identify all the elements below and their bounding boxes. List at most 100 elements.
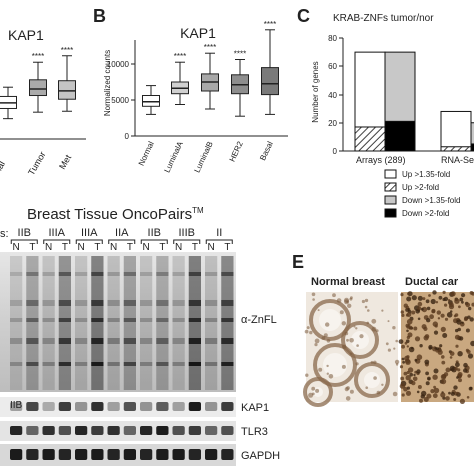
nucleus	[395, 339, 399, 343]
blot-band	[91, 449, 104, 460]
stage-label: IIB	[148, 227, 161, 239]
lane-band	[188, 272, 201, 276]
lane-band	[75, 318, 88, 322]
lane-smear	[156, 256, 169, 390]
tumor-nucleus	[417, 385, 422, 389]
nucleus	[344, 387, 349, 392]
tumor-nucleus	[422, 297, 426, 301]
nucleus	[376, 390, 381, 395]
box-body	[58, 80, 76, 100]
nucleus	[346, 338, 349, 342]
lane-band	[58, 272, 71, 276]
nucleus	[339, 310, 344, 315]
nucleus	[317, 309, 320, 312]
tumor-nucleus	[458, 336, 464, 341]
lane-band	[188, 300, 201, 306]
tumor-nucleus	[454, 298, 460, 304]
tumor-nucleus	[453, 314, 457, 318]
blot-band	[10, 402, 23, 411]
tumor-nucleus	[469, 317, 474, 322]
tumor-nucleus	[442, 290, 446, 294]
lane-band	[156, 362, 169, 366]
tumor-nucleus	[444, 303, 448, 307]
tumor-nucleus	[447, 299, 451, 302]
tumor-nucleus	[406, 335, 411, 340]
panel-a-tick-label: mal	[0, 159, 7, 177]
tumor-nucleus	[426, 393, 432, 399]
nucleus	[385, 342, 389, 346]
lane-band	[107, 362, 120, 366]
lane-band	[26, 300, 39, 306]
panel-b-xtick-labels: Normal LuminalA LuminalB HER2 Basal	[137, 139, 275, 174]
bar-down-1-35	[470, 122, 474, 152]
nucleus	[308, 392, 314, 398]
box-body	[29, 79, 47, 97]
lane-band	[205, 272, 218, 276]
panel-b-yticks: 10000 5000 0	[107, 60, 135, 141]
nucleus	[325, 322, 330, 327]
blot-band	[58, 426, 71, 435]
tumor-nucleus	[458, 378, 462, 383]
lane-band	[10, 318, 23, 322]
tumor-nucleus	[453, 385, 458, 390]
tumor-nucleus	[449, 302, 454, 308]
lane-band	[42, 362, 55, 366]
lane-band	[205, 318, 218, 322]
lane-band	[26, 272, 39, 276]
tumor-nucleus	[433, 387, 440, 394]
legend-swatch-up-2	[384, 182, 397, 192]
lane-band	[156, 300, 169, 306]
blot-band	[140, 426, 153, 435]
tumor-nucleus	[466, 349, 471, 354]
tumor-nucleus	[461, 293, 466, 298]
lane-band	[58, 318, 71, 322]
panel-c-ylabel: Number of genes	[311, 61, 320, 122]
lane-band	[221, 318, 234, 322]
bar-up-2	[354, 126, 386, 152]
tumor-nucleus	[407, 323, 411, 327]
lane-smear	[123, 256, 136, 390]
lane-band	[10, 338, 23, 344]
blot-band	[58, 449, 71, 460]
bar-down-2	[470, 143, 474, 152]
tumor-nucleus	[399, 383, 406, 389]
lane-label: T	[62, 242, 68, 253]
tumor-nucleus	[406, 318, 413, 325]
panel-a-title: KAP1	[8, 27, 44, 43]
stage-label: IIIA	[48, 227, 65, 239]
lane-band	[172, 272, 185, 276]
significance-label: ****	[234, 50, 246, 59]
blot-band	[156, 402, 169, 411]
tumor-nucleus	[416, 390, 420, 394]
lane-band	[172, 338, 185, 344]
lane-band	[91, 318, 104, 322]
tumor-nucleus	[442, 333, 448, 338]
tumor-nucleus	[438, 295, 443, 300]
tumor-nucleus	[440, 313, 445, 318]
tumor-nucleus	[457, 351, 463, 357]
tumor-nucleus	[417, 317, 421, 321]
nucleus	[315, 388, 320, 393]
panel-c-ytick-label: 60	[328, 62, 337, 71]
lane-band	[140, 272, 153, 276]
nucleus	[312, 298, 315, 301]
lane-band	[123, 300, 136, 306]
blot-band	[172, 426, 185, 435]
tumor-nucleus	[417, 301, 423, 307]
blot-band	[221, 426, 234, 435]
nucleus	[373, 360, 377, 365]
lane-band	[140, 300, 153, 306]
stage-bracket	[10, 239, 38, 244]
lane-smear	[188, 256, 201, 390]
panel-b-xtick-label: Basal	[258, 140, 275, 162]
blot-band	[156, 449, 169, 460]
tumor-nucleus	[424, 334, 430, 339]
panel-c-ytick-label: 80	[328, 34, 337, 43]
tumor-nucleus	[433, 385, 436, 389]
nucleus	[304, 329, 309, 334]
nucleus	[311, 292, 316, 297]
blot-band	[91, 426, 104, 435]
nucleus	[347, 303, 352, 308]
tissue-label-ductal: Ductal car	[405, 276, 459, 288]
lane-band	[188, 318, 201, 322]
